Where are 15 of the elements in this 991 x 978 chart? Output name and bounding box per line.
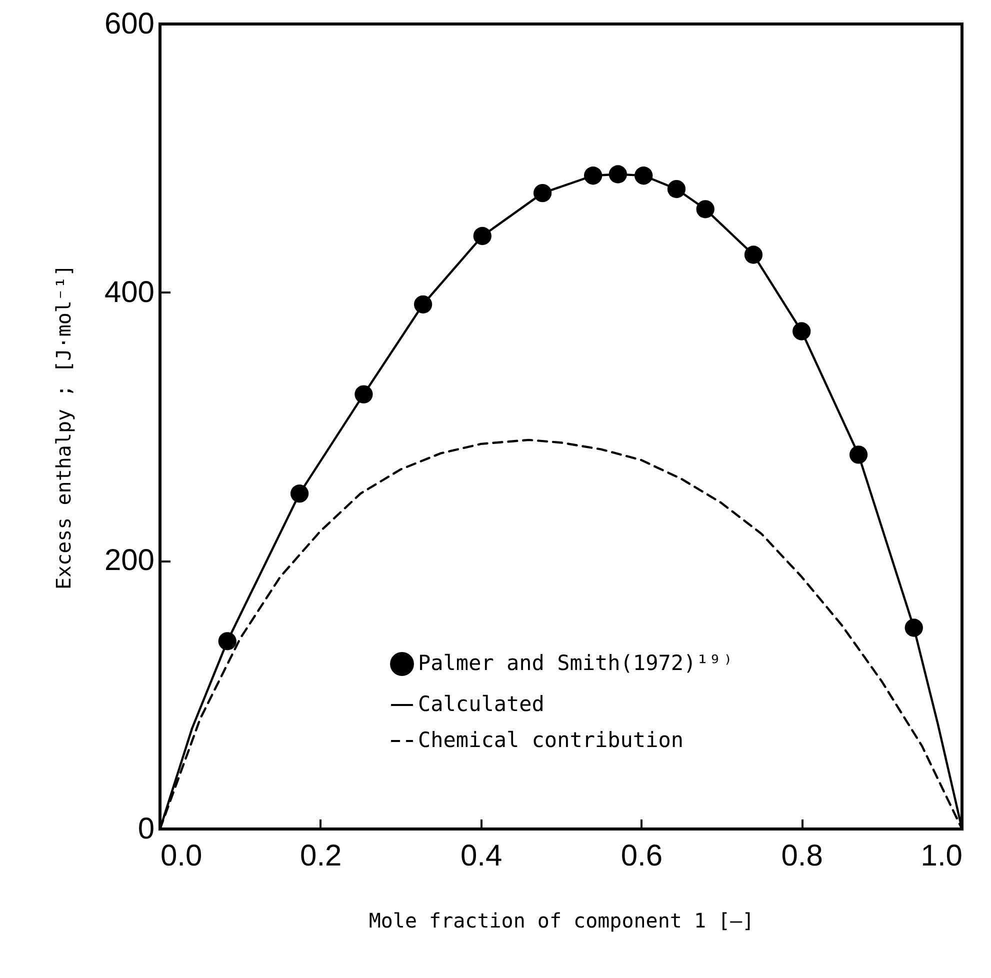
y-axis-title: Excess enthalpy ; [J·mol⁻¹] (51, 264, 76, 590)
y-tick-label: 200 (104, 544, 154, 578)
y-tick-label: 600 (104, 8, 154, 40)
x-tick-label: 0.4 (460, 840, 502, 872)
y-tick-label: 400 (104, 276, 154, 309)
x-axis-title: Mole fraction of component 1 [—] (368, 908, 754, 932)
x-tick-label: 1.0 (920, 840, 962, 872)
legend-label: Palmer and Smith(1972)¹⁹⁾ (418, 651, 734, 675)
x-tick-label: 0.6 (620, 840, 663, 872)
x-tick-label: 0.0 (160, 840, 202, 872)
x-tick-label: 0.2 (300, 840, 342, 872)
legend-label: Calculated (418, 692, 544, 716)
legend-label: Chemical contribution (418, 728, 684, 752)
y-tick-label: 0 (138, 812, 154, 846)
x-tick-label: 0.8 (781, 840, 823, 872)
